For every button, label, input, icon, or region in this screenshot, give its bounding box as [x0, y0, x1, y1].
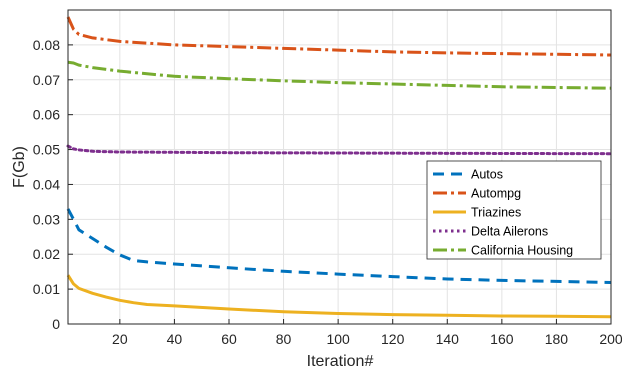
series-line-autos: [66, 208, 612, 284]
series-line-triazines: [66, 274, 612, 319]
legend-label-california-housing: California Housing: [471, 244, 573, 258]
y-tick-label: 0.07: [33, 72, 60, 88]
x-tick-label: 160: [490, 331, 514, 347]
series-layer: [66, 16, 613, 319]
x-tick-label: 20: [112, 331, 128, 347]
legend-label-triazines: Triazines: [471, 206, 521, 220]
x-tick-label: 120: [381, 331, 405, 347]
legend-label-autompg: Autompg: [471, 187, 521, 201]
legend-label-autos: Autos: [471, 168, 503, 182]
y-tick-labels: 0 0.01 0.02 0.03 0.04 0.05 0.06 0.07 0.08: [33, 37, 60, 332]
x-tick-label: 40: [167, 331, 183, 347]
x-tick-labels: 20 40 60 80 100 120 140 160 180 200: [112, 331, 622, 347]
legend: Autos Autompg Triazines Delta Ailerons Calif…: [426, 160, 602, 260]
legend-label-delta-ailerons: Delta Ailerons: [471, 225, 548, 239]
y-tick-label: 0.03: [33, 211, 60, 227]
y-tick-label: 0: [52, 316, 60, 332]
series-line-california-housing: [67, 60, 612, 90]
y-tick-label: 0.06: [33, 107, 60, 123]
y-axis-label: F(Gb): [11, 146, 28, 188]
series-line-delta-ailerons: [66, 144, 613, 156]
x-tick-label: 200: [599, 331, 622, 347]
y-tick-label: 0.04: [33, 176, 60, 192]
series-line-autompg: [66, 16, 612, 57]
x-tick-label: 140: [436, 331, 460, 347]
legend-box: [426, 160, 602, 260]
y-tick-label: 0.08: [33, 37, 60, 53]
x-axis-label: Iteration#: [307, 353, 374, 370]
x-tick-label: 100: [326, 331, 350, 347]
y-tick-label: 0.02: [33, 246, 60, 262]
x-tick-label: 180: [545, 331, 569, 347]
x-tick-label: 80: [276, 331, 292, 347]
y-tick-label: 0.01: [33, 281, 60, 297]
x-tick-label: 60: [221, 331, 237, 347]
y-tick-label: 0.05: [33, 142, 60, 158]
plot-frame: [67, 9, 612, 325]
